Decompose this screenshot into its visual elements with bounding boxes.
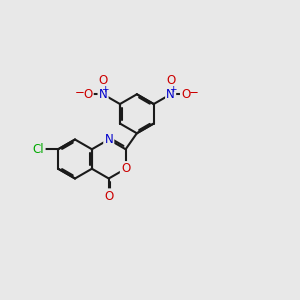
Text: −: − [189, 86, 199, 99]
Text: O: O [104, 190, 113, 202]
Text: −: − [75, 86, 85, 99]
Text: N: N [104, 133, 113, 146]
Text: O: O [83, 88, 92, 101]
Text: N: N [166, 88, 175, 101]
Text: O: O [121, 162, 130, 175]
Text: O: O [98, 74, 108, 87]
Text: N: N [99, 88, 107, 101]
Text: Cl: Cl [33, 143, 44, 156]
Text: +: + [169, 85, 176, 94]
Text: O: O [166, 74, 175, 87]
Text: +: + [101, 85, 109, 94]
Text: O: O [181, 88, 190, 101]
